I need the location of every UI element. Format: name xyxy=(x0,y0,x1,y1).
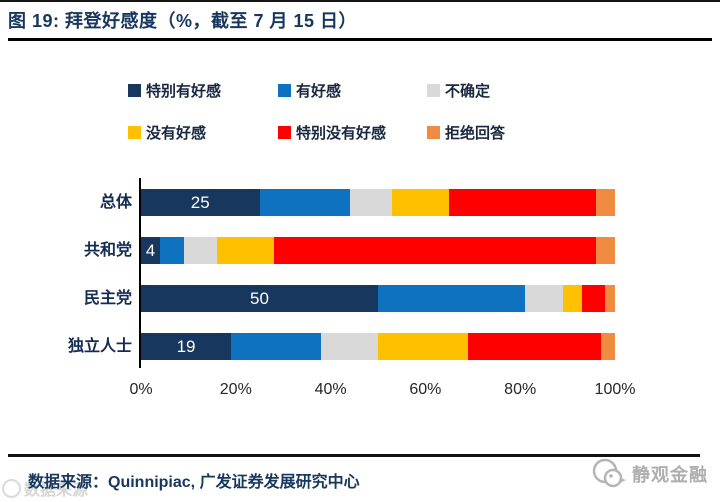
bar-segment: 19 xyxy=(141,333,232,360)
bar-track: 4 xyxy=(141,237,615,264)
data-label: 25 xyxy=(190,193,210,212)
chart-legend: 特别有好感 有好感 不确定没有好感 特别没有好感 拒绝回答 xyxy=(128,80,688,164)
y-axis-line xyxy=(139,178,141,368)
data-label: 19 xyxy=(176,337,196,356)
bar-segment xyxy=(392,189,450,216)
bar-segment xyxy=(231,333,322,360)
x-axis-tick-labels: 0% 20% 40% 60% 80% 100% xyxy=(129,381,635,401)
bar-row: 独立人士 19 xyxy=(0,333,720,360)
bar-track: 50 xyxy=(141,285,615,312)
data-label: 4 xyxy=(145,241,156,260)
bar-segment xyxy=(183,237,217,264)
legend-label: 没有好感 xyxy=(146,125,207,142)
bar-segment xyxy=(596,189,615,216)
legend-label: 特别没有好感 xyxy=(296,125,387,142)
bar-segment xyxy=(449,189,597,216)
bar-segment xyxy=(596,237,615,264)
x-tick-label: 0% xyxy=(129,381,153,398)
legend-item: 有好感 xyxy=(278,80,427,101)
category-label: 独立人士 xyxy=(67,338,132,355)
legend-swatch-icon xyxy=(427,84,440,97)
data-label: 50 xyxy=(250,289,269,308)
legend-item: 特别有好感 xyxy=(128,80,278,101)
legend-item: 没有好感 xyxy=(128,122,278,143)
x-tick-label: 40% xyxy=(314,381,347,398)
top-border xyxy=(0,0,720,2)
legend-label: 特别有好感 xyxy=(146,83,222,100)
legend-swatch-icon xyxy=(427,126,440,139)
bar-segment xyxy=(259,189,350,216)
footer-divider xyxy=(8,454,700,457)
bar-segment xyxy=(581,285,606,312)
x-tick-label: 80% xyxy=(504,381,537,398)
bar-track: 19 xyxy=(141,333,615,360)
bar-segment xyxy=(378,285,525,312)
bar-segment xyxy=(524,285,563,312)
bar-segment xyxy=(468,333,601,360)
bar-row: 共和党 4 xyxy=(0,237,720,264)
bar-segment xyxy=(159,237,184,264)
legend-swatch-icon xyxy=(278,84,291,97)
bar-segment xyxy=(349,189,393,216)
legend-item: 拒绝回答 xyxy=(427,122,688,143)
bar-segment xyxy=(321,333,378,360)
legend-item: 特别没有好感 xyxy=(278,122,427,143)
bar-segment xyxy=(562,285,582,312)
brand-logo: 静观金融 xyxy=(592,458,708,490)
category-label: 总体 xyxy=(99,194,132,211)
figure-title: 图 19: 拜登好感度（%，截至 7 月 15 日） xyxy=(8,11,358,31)
category-label: 共和党 xyxy=(83,242,132,259)
legend-row: 特别有好感 有好感 不确定 xyxy=(128,80,688,101)
bar-row: 民主党 50 xyxy=(0,285,720,312)
watermark-circle-icon xyxy=(2,478,21,498)
legend-swatch-icon xyxy=(128,84,141,97)
bar-segment xyxy=(273,237,596,264)
bar-segment: 4 xyxy=(141,237,160,264)
legend-label: 拒绝回答 xyxy=(445,125,506,142)
legend-row: 没有好感 特别没有好感 拒绝回答 xyxy=(128,122,688,143)
x-tick-label: 100% xyxy=(594,381,636,398)
bar-track: 25 xyxy=(141,189,615,216)
category-label: 民主党 xyxy=(83,290,132,307)
bar-segment: 25 xyxy=(141,189,260,216)
bar-segment xyxy=(605,285,615,312)
bar-segment xyxy=(216,237,274,264)
title-divider xyxy=(8,38,712,41)
eagle-icon xyxy=(592,458,626,490)
legend-swatch-icon xyxy=(128,126,141,139)
bar-segment: 50 xyxy=(141,285,378,312)
bar-segment xyxy=(600,333,615,360)
x-tick-label: 60% xyxy=(409,381,442,398)
legend-swatch-icon xyxy=(278,126,291,139)
bar-segment xyxy=(377,333,469,360)
bar-row: 总体 25 xyxy=(0,189,720,216)
legend-label: 不确定 xyxy=(445,83,491,100)
data-source-text: 数据来源：Quinnipiac, 广发证券发展研究中心 xyxy=(28,474,360,491)
brand-logo-text: 静观金融 xyxy=(632,465,708,485)
legend-label: 有好感 xyxy=(296,83,342,100)
legend-item: 不确定 xyxy=(427,80,688,101)
x-tick-label: 20% xyxy=(219,381,252,398)
stacked-bar-chart: 0% 20% 40% 60% 80% 100% 总体 25 共和党 4 民主党 50 独立人士 19 xyxy=(0,178,720,401)
